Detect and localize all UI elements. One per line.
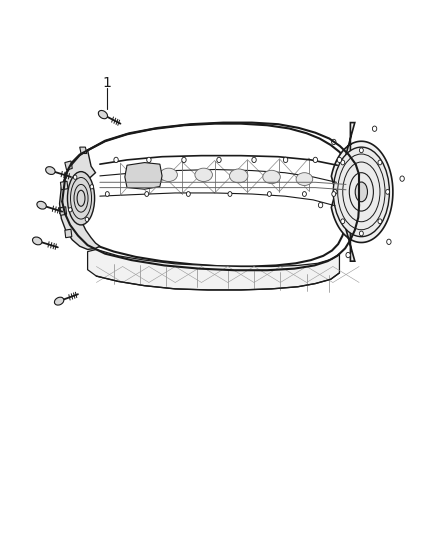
Text: 1: 1 — [103, 76, 112, 90]
Ellipse shape — [359, 148, 363, 153]
Ellipse shape — [341, 160, 345, 165]
Ellipse shape — [37, 201, 46, 209]
Polygon shape — [59, 207, 67, 215]
Ellipse shape — [318, 203, 323, 208]
Ellipse shape — [90, 184, 94, 189]
Ellipse shape — [333, 147, 389, 237]
Polygon shape — [65, 229, 72, 238]
Polygon shape — [332, 123, 393, 261]
Ellipse shape — [74, 175, 77, 180]
Ellipse shape — [283, 157, 288, 163]
Ellipse shape — [333, 189, 337, 195]
Ellipse shape — [77, 190, 85, 206]
Ellipse shape — [332, 191, 336, 197]
Ellipse shape — [195, 168, 212, 181]
Ellipse shape — [252, 157, 256, 163]
Ellipse shape — [182, 157, 186, 163]
Ellipse shape — [385, 189, 390, 195]
Ellipse shape — [54, 297, 64, 305]
Ellipse shape — [217, 157, 221, 163]
Polygon shape — [61, 124, 357, 266]
Polygon shape — [60, 150, 100, 249]
Ellipse shape — [105, 191, 110, 197]
Ellipse shape — [400, 176, 404, 181]
Ellipse shape — [263, 170, 280, 183]
Polygon shape — [88, 249, 339, 290]
Ellipse shape — [147, 157, 151, 163]
Ellipse shape — [387, 239, 391, 245]
Ellipse shape — [85, 217, 88, 221]
Ellipse shape — [187, 191, 191, 197]
Ellipse shape — [313, 157, 318, 163]
Ellipse shape — [46, 167, 55, 174]
Ellipse shape — [160, 168, 177, 181]
Ellipse shape — [302, 191, 306, 197]
Ellipse shape — [67, 172, 95, 225]
Ellipse shape — [228, 191, 232, 197]
Ellipse shape — [68, 208, 72, 212]
Ellipse shape — [337, 157, 342, 163]
Ellipse shape — [378, 219, 382, 224]
Ellipse shape — [332, 139, 336, 144]
Ellipse shape — [372, 126, 377, 131]
Ellipse shape — [378, 160, 382, 165]
Ellipse shape — [32, 237, 42, 245]
Polygon shape — [65, 161, 72, 170]
Polygon shape — [125, 163, 162, 189]
Ellipse shape — [296, 173, 313, 185]
Ellipse shape — [114, 157, 118, 163]
Ellipse shape — [341, 219, 345, 224]
Ellipse shape — [126, 166, 145, 181]
Ellipse shape — [230, 169, 248, 183]
Ellipse shape — [145, 191, 149, 197]
Ellipse shape — [99, 110, 107, 119]
Ellipse shape — [355, 182, 367, 201]
Ellipse shape — [359, 231, 363, 236]
Ellipse shape — [346, 253, 350, 258]
Polygon shape — [60, 181, 68, 190]
Polygon shape — [80, 147, 87, 154]
Ellipse shape — [267, 191, 271, 197]
